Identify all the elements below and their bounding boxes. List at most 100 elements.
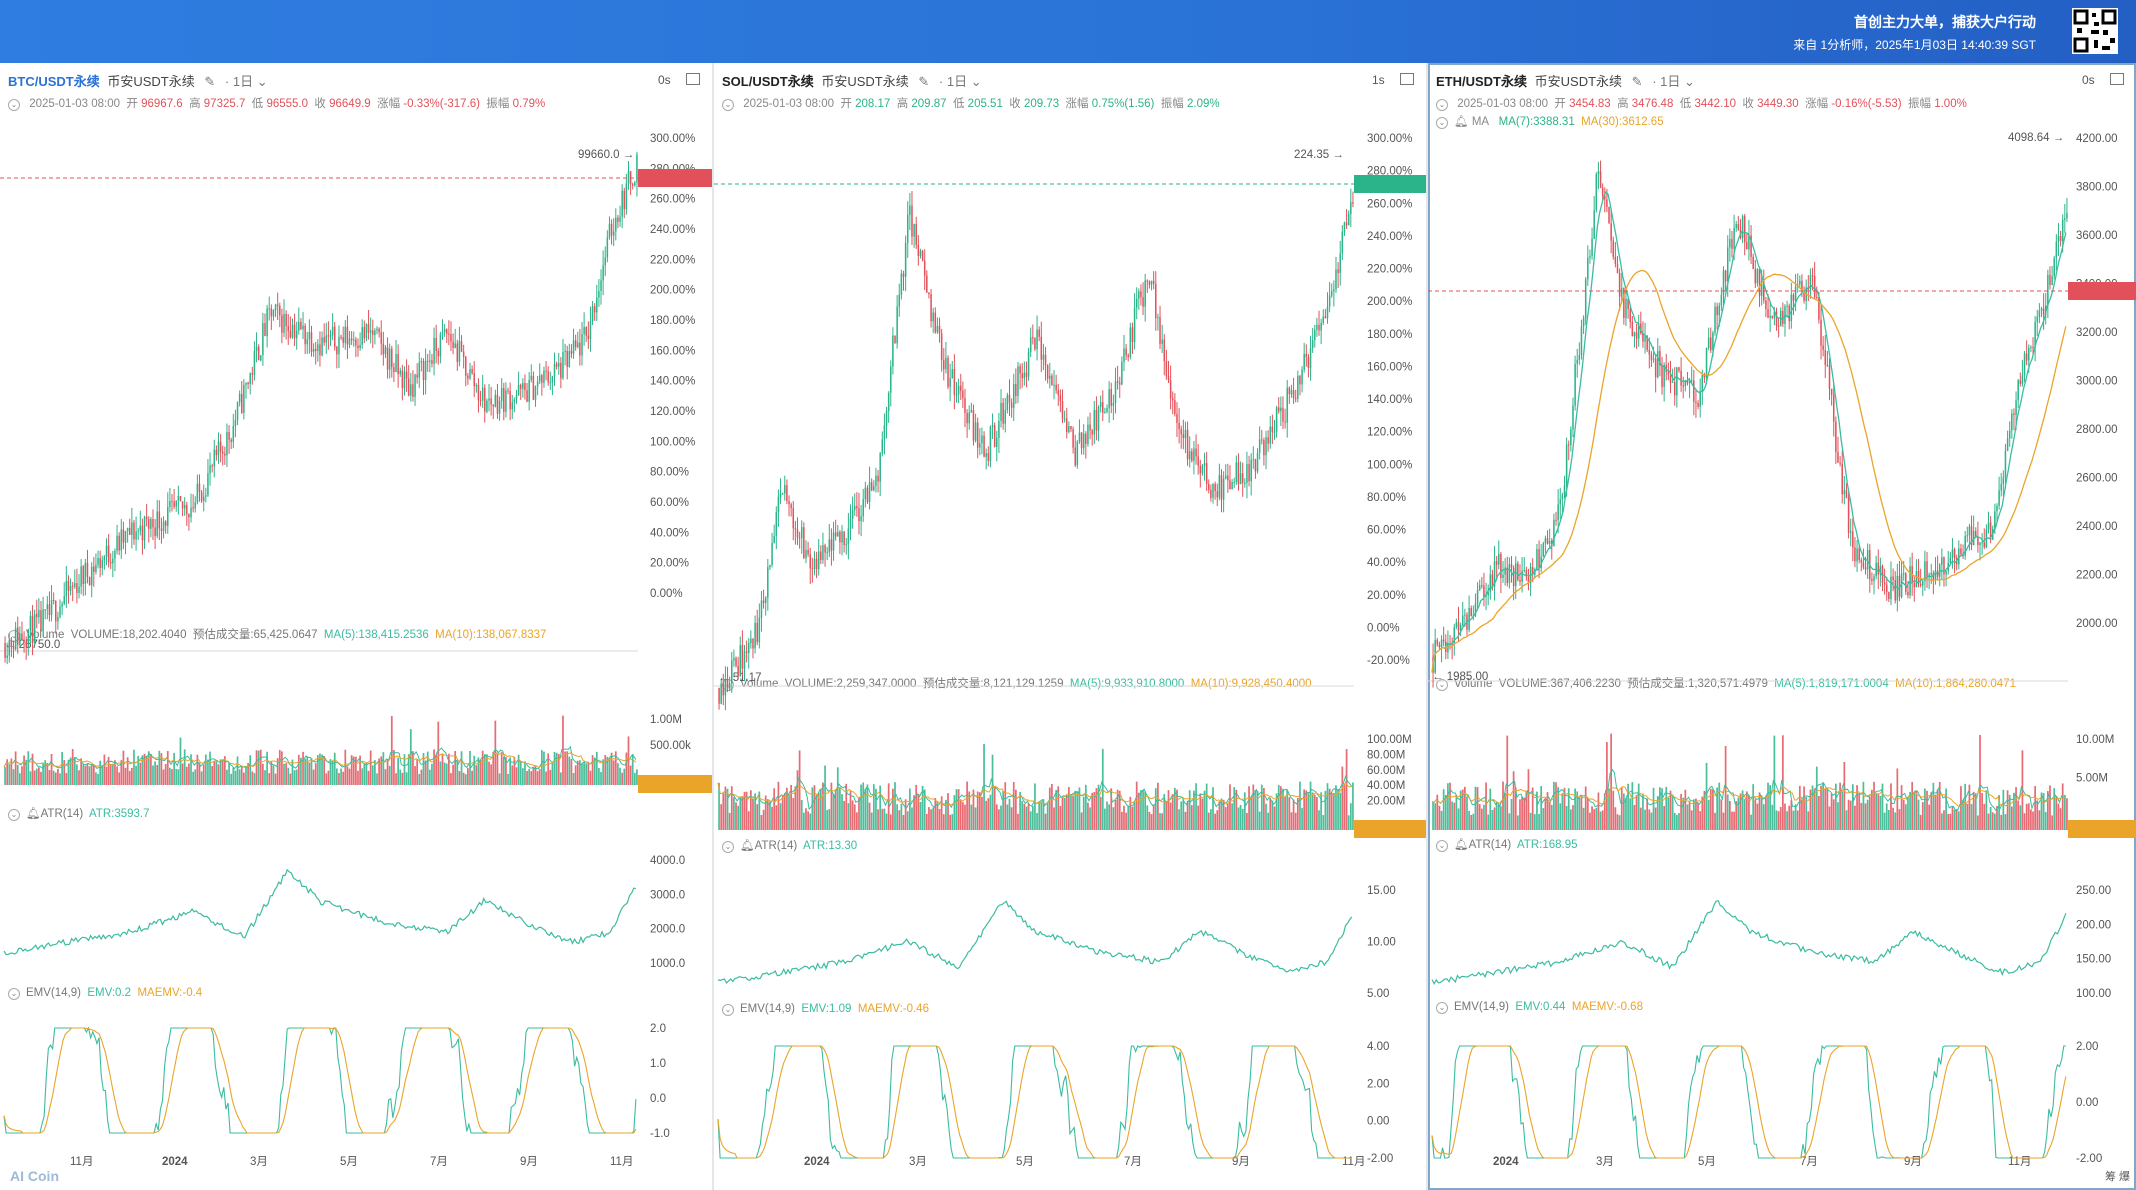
symbol-name[interactable]: ETH/USDT永续 [1436,74,1528,89]
bell-icon[interactable]: 🔔︎ [740,840,755,852]
candle-body [1280,407,1282,412]
candle-body [792,508,795,529]
volume-bar [219,759,222,785]
volume-bar [881,808,884,830]
candle-body [2008,430,2011,439]
chart-pane-btc[interactable]: BTC/USDT永续 币安USDT永续 ✎ · 1日 ⌄ 0s ⌄ 2025-0… [0,63,712,1190]
volume-bar [1017,813,1019,830]
collapse-icon[interactable]: ⌄ [8,988,20,1000]
edit-icon[interactable]: ✎ [204,74,216,89]
volume-bar [858,797,860,830]
candle-body [1523,569,1525,571]
volume-title: Volume [26,629,65,641]
volume-bar [285,763,287,785]
interval-select[interactable]: · 1日 ⌄ [224,74,268,89]
volume-bar [114,760,116,785]
candle-body [152,519,154,528]
candle-body [1080,432,1083,449]
candle-body [213,449,216,467]
bell-icon[interactable]: 🔔︎ [1454,839,1469,851]
window-icon[interactable] [1400,73,1414,85]
volume-bar [490,764,492,785]
volume-bar [904,799,907,830]
candle-body [1553,519,1555,547]
volume-bar [1453,802,1456,830]
edit-icon[interactable]: ✎ [918,74,930,89]
edit-icon[interactable]: ✎ [1631,74,1643,89]
candle-body [232,426,235,442]
volume-bar [397,757,399,785]
volume-bar [1252,784,1255,830]
volume-bar [739,796,742,830]
volume-bar [718,782,720,830]
volume-bar [517,754,520,785]
candle-body [1076,441,1079,466]
volume-ma5-line [3,745,637,770]
candle-body [431,360,433,364]
candle-body [932,312,934,322]
bell-icon[interactable]: 🔔︎ [1454,116,1469,128]
ma-legend: ⌄ 🔔︎ MA MA(7):3388.31 MA(30):3612.65 [1436,114,1664,129]
interval-select[interactable]: · 1日 ⌄ [938,74,982,89]
ma10-value: MA(10):9,928,450.4000 [1190,678,1312,690]
volume-bar [1538,813,1540,830]
volume-bar [82,764,85,785]
chart-pane-eth[interactable]: ETH/USDT永续 币安USDT永续 ✎ · 1日 ⌄ 0s ⌄ 2025-0… [1428,63,2136,1190]
volume-bar [122,750,125,785]
candle-body [1017,366,1019,396]
volume-bar [521,768,524,785]
volume-bar [1324,790,1327,830]
candle-body [890,366,892,393]
pane-divider[interactable] [1426,63,1428,1190]
collapse-icon[interactable]: ⌄ [722,841,734,853]
candle-body [1616,263,1619,274]
candle-body [530,375,533,381]
collapse-icon[interactable]: ⌄ [1436,99,1448,111]
collapse-icon[interactable]: ⌄ [722,1004,734,1016]
volume-bar [1807,811,1810,830]
volume-bar [1832,799,1835,830]
volume-bar [1754,799,1757,830]
volume-bar [1241,808,1244,830]
candle-body [1012,384,1015,408]
candle-body [312,349,315,352]
volume-bar [1144,791,1147,830]
volume-bar [1025,806,1028,830]
collapse-icon[interactable]: ⌄ [8,809,20,821]
interval-select[interactable]: · 1日 ⌄ [1652,74,1695,89]
candle-body [143,516,146,541]
collapse-icon[interactable]: ⌄ [8,99,20,111]
volume-bar [378,758,380,785]
atr-legend: ⌄ 🔔︎ATR(14) ATR:13.30 [722,838,857,853]
symbol-name[interactable]: BTC/USDT永续 [8,74,100,89]
volume-bar [1682,797,1685,830]
volume-bar [321,754,323,785]
volume-bar [412,751,414,785]
maemv-value: MAEMV:-0.68 [1571,1001,1643,1013]
collapse-icon[interactable]: ⌄ [1436,679,1448,691]
candle-body [1029,337,1032,352]
candle-body [728,683,731,689]
volume-bar [515,767,518,785]
volume-bar [877,809,879,830]
candle-body [1277,407,1280,412]
candle-body [243,384,245,413]
window-icon[interactable] [686,73,700,85]
volume-bar [1614,807,1617,830]
atr-legend: ⌄ 🔔︎ATR(14) ATR:3593.7 [8,806,150,821]
window-icon[interactable] [2110,73,2124,85]
symbol-name[interactable]: SOL/USDT永续 [722,74,814,89]
candle-body [858,508,860,522]
candle-body [1061,401,1064,419]
collapse-icon[interactable]: ⌄ [1436,1002,1448,1014]
candle-body [1148,281,1151,285]
volume-bar [1943,810,1945,830]
pane-divider[interactable] [712,63,714,1190]
corner-tools[interactable]: 筹 爆 [2104,1171,2130,1183]
collapse-icon[interactable]: ⌄ [722,99,734,111]
collapse-icon[interactable]: ⌄ [1436,117,1448,129]
bell-icon[interactable]: 🔔︎ [26,808,41,820]
collapse-icon[interactable]: ⌄ [1436,840,1448,852]
chart-pane-sol[interactable]: SOL/USDT永续 币安USDT永续 ✎ · 1日 ⌄ 1s ⌄ 2025-0… [714,63,1426,1190]
candle-body [1690,380,1693,382]
